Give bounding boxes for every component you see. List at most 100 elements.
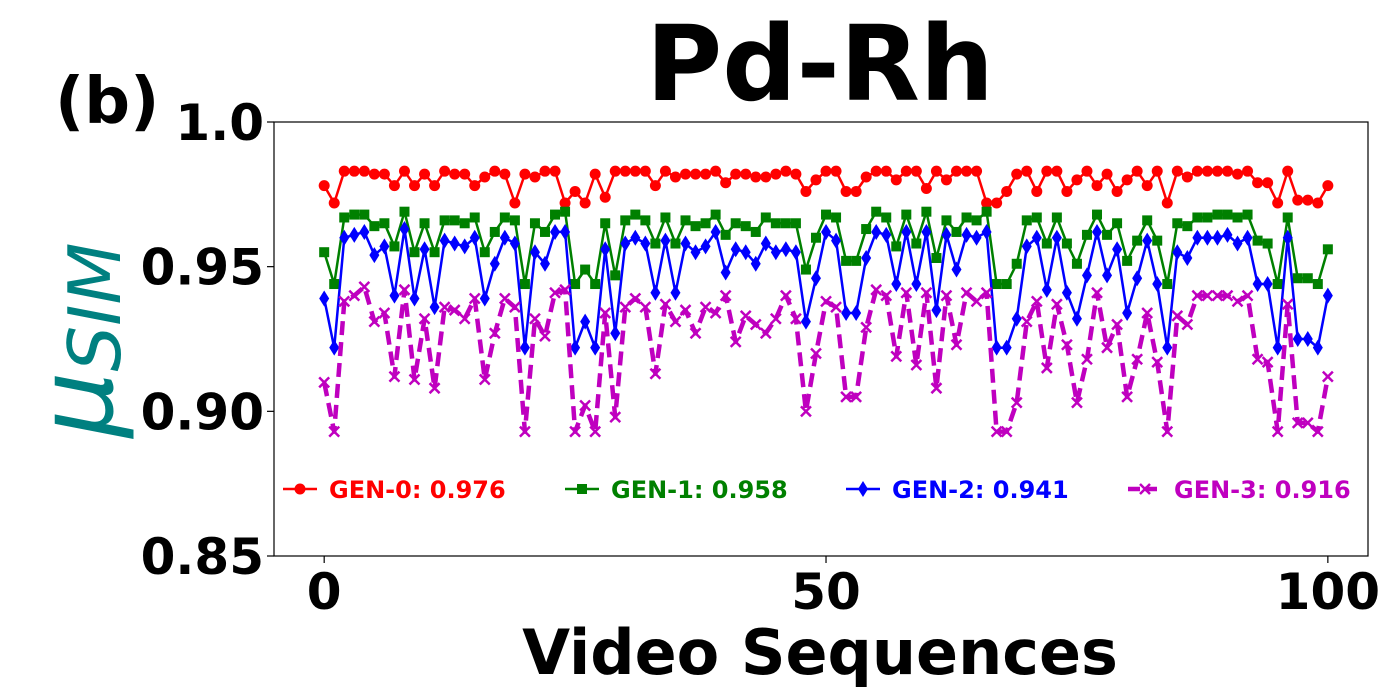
- data-point: [730, 241, 741, 258]
- data-point: [740, 221, 751, 232]
- data-point: [1282, 229, 1293, 246]
- data-point: [1321, 370, 1334, 383]
- data-point: [620, 235, 631, 252]
- data-point: [1222, 209, 1233, 220]
- data-point: [1081, 267, 1092, 284]
- data-point: [1312, 197, 1324, 209]
- data-point: [529, 218, 540, 229]
- legend-marker: [1139, 483, 1151, 495]
- data-point: [1132, 270, 1143, 287]
- data-point: [650, 238, 661, 249]
- data-point: [901, 209, 912, 220]
- data-point: [669, 315, 682, 328]
- data-point: [388, 370, 401, 383]
- data-point: [1081, 165, 1093, 177]
- chart-title: Pd-Rh: [646, 3, 994, 125]
- data-point: [1041, 165, 1053, 177]
- data-point: [1242, 165, 1254, 177]
- data-point: [1031, 229, 1042, 246]
- data-point: [630, 229, 641, 246]
- data-point: [549, 286, 561, 299]
- data-point: [840, 185, 852, 197]
- data-point: [1061, 238, 1072, 249]
- data-point: [459, 168, 471, 180]
- data-point: [559, 197, 571, 209]
- series-3: [318, 281, 1334, 438]
- data-point: [338, 165, 350, 177]
- data-point: [881, 226, 892, 243]
- data-point: [699, 301, 712, 314]
- data-point: [710, 209, 721, 220]
- y-tick-label: 1.0: [175, 94, 264, 152]
- data-point: [981, 206, 992, 217]
- data-point: [960, 286, 973, 299]
- data-point: [739, 309, 752, 322]
- data-point: [459, 218, 470, 229]
- data-point: [1112, 218, 1123, 229]
- data-point: [700, 168, 712, 180]
- data-point: [398, 165, 410, 177]
- data-point: [910, 359, 923, 371]
- data-point: [990, 425, 1003, 438]
- data-point: [539, 255, 550, 272]
- data-point: [740, 244, 751, 261]
- data-point: [900, 165, 912, 177]
- data-point: [498, 292, 511, 305]
- data-point: [1101, 168, 1113, 180]
- data-point: [1182, 249, 1193, 266]
- data-point: [619, 165, 631, 177]
- data-point: [439, 232, 450, 249]
- data-point: [550, 209, 561, 220]
- data-point: [1191, 165, 1203, 177]
- data-point: [419, 168, 431, 180]
- data-point: [1141, 307, 1154, 319]
- y-axis-label-symbol: μ: [15, 371, 137, 439]
- data-point: [980, 286, 993, 299]
- series-0: [318, 165, 1334, 209]
- data-point: [729, 336, 742, 348]
- data-point: [1051, 165, 1063, 177]
- legend-marker: [294, 483, 306, 495]
- data-point: [1152, 235, 1163, 246]
- data-point: [961, 212, 972, 223]
- data-point: [1212, 209, 1223, 220]
- data-point: [821, 209, 832, 220]
- data-point: [730, 218, 741, 229]
- data-point: [1201, 289, 1214, 302]
- data-point: [1161, 197, 1173, 209]
- data-point: [549, 165, 561, 177]
- data-point: [1182, 221, 1193, 232]
- data-point: [800, 185, 812, 197]
- data-point: [1152, 276, 1163, 293]
- data-point: [831, 232, 842, 249]
- data-point: [1252, 177, 1264, 189]
- data-point: [429, 180, 441, 192]
- data-point: [1092, 223, 1103, 240]
- data-point: [1191, 289, 1204, 302]
- data-point: [1322, 244, 1333, 255]
- legend-entry: GEN-1: 0.958: [565, 476, 788, 504]
- data-point: [590, 339, 601, 356]
- data-point: [709, 307, 722, 319]
- data-point: [1302, 331, 1313, 347]
- data-point: [920, 286, 933, 299]
- data-point: [338, 295, 351, 308]
- data-point: [449, 235, 460, 252]
- data-point: [619, 301, 632, 314]
- data-point: [821, 223, 832, 240]
- data-point: [318, 376, 331, 389]
- data-point: [850, 390, 863, 403]
- data-point: [439, 215, 450, 226]
- data-point: [1322, 287, 1333, 304]
- data-point: [369, 221, 380, 232]
- data-point: [329, 339, 340, 356]
- data-point: [348, 165, 360, 177]
- data-point: [770, 218, 781, 229]
- data-point: [890, 174, 902, 186]
- data-point: [579, 197, 591, 209]
- data-point: [1261, 356, 1274, 369]
- legend-label: GEN-0: 0.976: [329, 476, 506, 504]
- data-point: [940, 289, 953, 302]
- data-point: [951, 226, 962, 237]
- data-point: [810, 347, 822, 360]
